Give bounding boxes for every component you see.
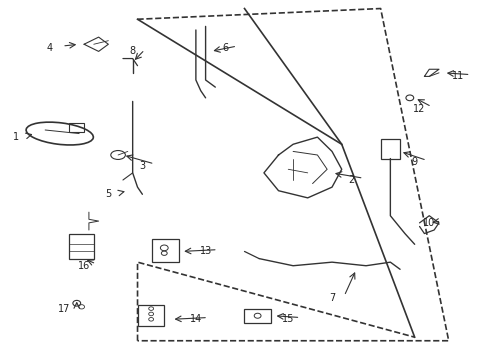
Text: 6: 6 bbox=[222, 43, 227, 53]
Text: 3: 3 bbox=[139, 161, 145, 171]
Text: 13: 13 bbox=[199, 247, 211, 256]
Text: 9: 9 bbox=[411, 157, 417, 167]
Text: 4: 4 bbox=[47, 43, 53, 53]
Text: 11: 11 bbox=[451, 71, 464, 81]
Text: 12: 12 bbox=[412, 104, 425, 113]
Text: 17: 17 bbox=[58, 303, 71, 314]
Text: 16: 16 bbox=[78, 261, 90, 271]
Text: 1: 1 bbox=[13, 132, 19, 142]
Text: 7: 7 bbox=[328, 293, 334, 303]
Text: 8: 8 bbox=[129, 46, 136, 57]
Text: 10: 10 bbox=[422, 218, 434, 228]
Text: 2: 2 bbox=[347, 175, 354, 185]
Text: 15: 15 bbox=[282, 314, 294, 324]
Text: 14: 14 bbox=[189, 314, 202, 324]
Text: 5: 5 bbox=[105, 189, 111, 199]
